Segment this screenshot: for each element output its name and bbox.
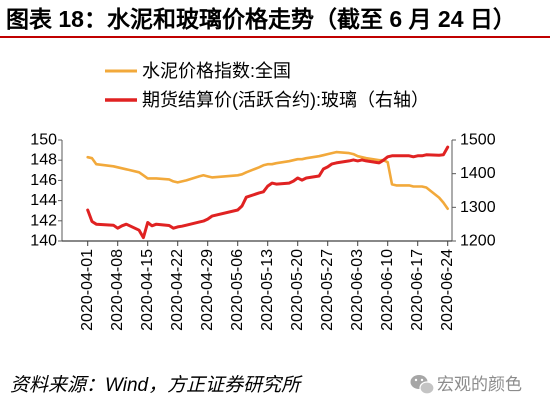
glass-futures-price-line	[86, 145, 450, 240]
y-left-tick-label: 142	[30, 212, 57, 229]
y-left-tick-label: 150	[30, 132, 57, 149]
plot-area	[86, 145, 450, 240]
y-left-tick-label: 140	[30, 233, 57, 250]
wechat-icon	[410, 375, 435, 395]
y-left-tick-label: 148	[30, 152, 57, 169]
x-tick-label: 2020-06-17	[409, 249, 426, 331]
wechat-bubble-small	[419, 381, 435, 395]
chart-title: 图表 18：水泥和玻璃价格走势（截至 6 月 24 日）	[6, 6, 516, 32]
x-tick-label: 2020-04-08	[109, 249, 126, 331]
legend-label-glass: 期货结算价(活跃合约):玻璃（右轴）	[142, 90, 429, 110]
x-tick-label: 2020-04-15	[139, 249, 156, 331]
watermark: 宏观的颜色	[410, 375, 522, 395]
legend-item-glass: 期货结算价(活跃合约):玻璃（右轴）	[105, 90, 429, 110]
x-tick-label: 2020-05-27	[319, 249, 336, 331]
cement-price-index-line	[86, 150, 450, 210]
x-tick-label: 2020-04-22	[169, 249, 186, 331]
y-right-tick-label: 1300	[460, 199, 496, 216]
axes: 140 142 144 146 148 150 1200 1300 1400 1500 2020-0…	[30, 132, 495, 331]
legend: 水泥价格指数:全国 期货结算价(活跃合约):玻璃（右轴）	[105, 61, 429, 110]
legend-label-cement: 水泥价格指数:全国	[142, 61, 291, 81]
y-left-tick-label: 146	[30, 172, 57, 189]
x-tick-label: 2020-06-03	[349, 249, 366, 331]
x-tick-label: 2020-05-06	[229, 249, 246, 331]
y-right-tick-label: 1400	[460, 165, 496, 182]
y-right-tick-label: 1200	[460, 233, 496, 250]
wechat-eye-left	[414, 378, 418, 382]
x-tick-label: 2020-06-24	[439, 249, 456, 331]
x-tick-label: 2020-04-29	[199, 249, 216, 331]
x-tick-label: 2020-05-20	[289, 249, 306, 331]
x-tick-label: 2020-05-13	[259, 249, 276, 331]
y-right-tick-label: 1500	[460, 132, 496, 149]
x-tick-label: 2020-06-10	[379, 249, 396, 331]
y-left-tick-label: 144	[30, 192, 57, 209]
watermark-text: 宏观的颜色	[437, 375, 522, 394]
source-note: 资料来源：Wind，方正证券研究所	[10, 374, 303, 396]
x-tick-label: 2020-04-01	[79, 249, 96, 331]
wechat-eye-right	[420, 378, 424, 382]
legend-item-cement: 水泥价格指数:全国	[105, 61, 291, 81]
